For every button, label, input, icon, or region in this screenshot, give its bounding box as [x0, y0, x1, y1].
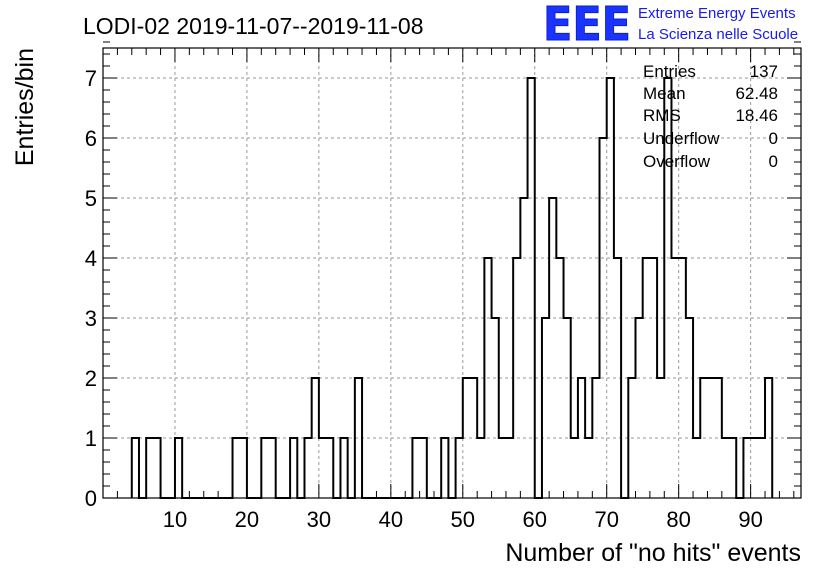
- histogram-bin: [470, 378, 477, 498]
- y-tick-label: 7: [85, 66, 97, 91]
- eee-logo-mark: EEE: [543, 0, 631, 51]
- histogram-bin: [499, 438, 506, 498]
- histogram-bin: [635, 318, 642, 498]
- x-axis-label: Number of "no hits" events: [505, 539, 801, 567]
- histogram-bin: [592, 378, 599, 498]
- histogram-bin: [729, 438, 736, 498]
- y-tick-label: 2: [85, 366, 97, 391]
- eee-logo: EEE Extreme Energy Events La Scienza nel…: [543, 0, 799, 52]
- histogram-bin: [671, 258, 678, 498]
- y-tick-label: 3: [85, 306, 97, 331]
- chart-title: LODI-02 2019-11-07--2019-11-08: [83, 13, 424, 39]
- histogram-bin: [233, 438, 240, 498]
- histogram-bin: [549, 198, 556, 498]
- stat-label: RMS: [643, 106, 681, 125]
- histogram-bin: [765, 378, 772, 498]
- stat-value: 0: [769, 129, 778, 148]
- histogram-bin: [585, 438, 592, 498]
- histogram-bin: [607, 78, 614, 498]
- x-tick-label: 30: [307, 507, 331, 532]
- histogram-bin: [484, 258, 491, 498]
- stats-box: Entries 137 Mean 62.48 RMS 18.46 Underfl…: [643, 62, 778, 171]
- histogram-bin: [600, 138, 607, 498]
- histogram-bin: [492, 318, 499, 498]
- histogram-bin: [513, 258, 520, 498]
- histogram-bin: [441, 438, 448, 498]
- x-tick-label: 20: [235, 507, 259, 532]
- stat-value: 18.46: [735, 106, 778, 125]
- histogram-bin: [722, 438, 729, 498]
- y-tick-label: 0: [85, 486, 97, 511]
- histogram-bin: [269, 438, 276, 498]
- histogram-bin: [261, 438, 268, 498]
- eee-logo-line1: Extreme Energy Events: [638, 5, 796, 22]
- histogram-bin: [556, 258, 563, 498]
- histogram-bin: [175, 438, 182, 498]
- x-tick-label: 80: [666, 507, 690, 532]
- histogram-bin: [628, 378, 635, 498]
- histogram-bin: [463, 378, 470, 498]
- y-axis-label: Entries/bin: [11, 48, 39, 166]
- histogram-bin: [520, 198, 527, 498]
- histogram-bin: [686, 318, 693, 498]
- x-tick-label: 70: [594, 507, 618, 532]
- stat-label: Entries: [643, 62, 696, 81]
- histogram-bin: [420, 438, 427, 498]
- histogram-bin: [578, 378, 585, 498]
- x-tick-label: 10: [163, 507, 187, 532]
- stat-label: Underflow: [643, 129, 720, 148]
- histogram-bin: [693, 438, 700, 498]
- grid-lines: [103, 48, 801, 498]
- stat-value: 137: [750, 62, 778, 81]
- histogram-bin: [707, 378, 714, 498]
- x-tick-label: 40: [379, 507, 403, 532]
- stat-value: 0: [769, 152, 778, 171]
- histogram-bin: [340, 438, 347, 498]
- histogram-bin: [240, 438, 247, 498]
- histogram-bin: [700, 378, 707, 498]
- histogram-bin: [743, 438, 750, 498]
- histogram-bin: [564, 318, 571, 498]
- histogram-bin: [326, 438, 333, 498]
- histogram-bin: [319, 438, 326, 498]
- histogram-bin: [650, 258, 657, 498]
- histogram-bin: [758, 438, 765, 498]
- histogram-bin: [153, 438, 160, 498]
- plot-frame: [102, 47, 802, 499]
- histogram-bin: [614, 258, 621, 498]
- x-tick-label: 60: [523, 507, 547, 532]
- histogram-bin: [528, 78, 535, 498]
- tick-labels: 10 20 30 40 50 60 70 80 90 0 1 2 3 4 5 6 7: [85, 66, 763, 532]
- stat-label: Overflow: [643, 152, 711, 171]
- histogram-bin: [643, 258, 650, 498]
- y-tick-label: 6: [85, 126, 97, 151]
- y-tick-label: 1: [85, 426, 97, 451]
- histogram-bin: [751, 438, 758, 498]
- histogram-bin: [456, 438, 463, 498]
- stat-value: 62.48: [735, 84, 778, 103]
- histogram-bin: [715, 378, 722, 498]
- y-tick-label: 5: [85, 186, 97, 211]
- histogram-bin: [355, 378, 362, 498]
- histogram-bin: [477, 438, 484, 498]
- axis-ticks: [103, 41, 801, 499]
- histogram-bin: [304, 438, 311, 498]
- histogram-bin: [679, 258, 686, 498]
- histogram-bin: [312, 378, 319, 498]
- histogram-bin: [146, 438, 153, 498]
- histogram-bin: [571, 438, 578, 498]
- histogram-bin: [412, 438, 419, 498]
- histogram-bin: [542, 318, 549, 498]
- x-tick-label: 90: [738, 507, 762, 532]
- histogram-bin: [290, 438, 297, 498]
- histogram-bin: [506, 438, 513, 498]
- histogram-bin: [657, 378, 664, 498]
- stat-label: Mean: [643, 84, 686, 103]
- x-tick-label: 50: [451, 507, 475, 532]
- eee-logo-line2: La Scienza nelle Scuole: [638, 26, 798, 43]
- histogram-bin: [132, 438, 139, 498]
- y-tick-label: 4: [85, 246, 97, 271]
